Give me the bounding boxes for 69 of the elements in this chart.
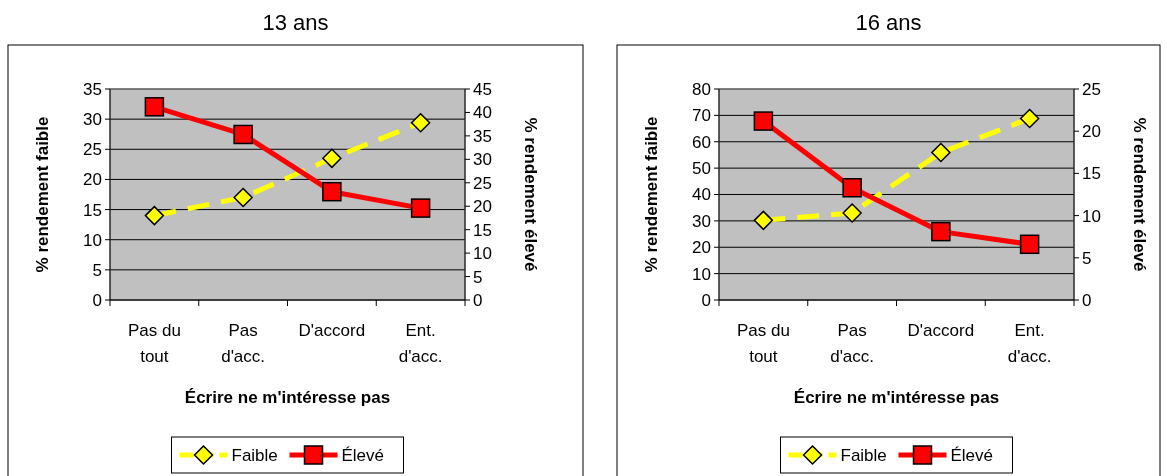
y-tick-label: 80 xyxy=(692,79,711,99)
point xyxy=(144,205,165,226)
y-tick-label: 30 xyxy=(83,110,102,130)
y2-tick-label: 0 xyxy=(473,290,483,310)
y-tick-label: 50 xyxy=(692,159,711,179)
y-tick-label: 60 xyxy=(692,132,711,152)
y2-tick-label: 10 xyxy=(473,244,492,264)
y2-axis-title: % rendement élevé xyxy=(1130,117,1149,272)
point xyxy=(410,113,431,133)
x-tick-label: Pas d'acc. xyxy=(221,321,266,366)
y-tick-label: 25 xyxy=(83,140,102,160)
y2-tick-label: 25 xyxy=(473,173,492,193)
x-tick-label: Ent. d'acc. xyxy=(1007,321,1052,366)
point xyxy=(144,97,165,117)
y2-tick-label: 0 xyxy=(1082,290,1092,310)
y2-tick-label: 25 xyxy=(1082,79,1101,99)
x-tick-label: Ent. d'acc. xyxy=(398,321,443,366)
y2-tick-label: 20 xyxy=(473,197,492,217)
y2-tick-label: 45 xyxy=(473,79,492,99)
y-tick-label: 35 xyxy=(83,79,102,99)
y-axis-title: % rendement faible xyxy=(642,116,661,273)
legend-label: Élevé xyxy=(950,445,994,465)
legend-label: Élevé xyxy=(341,445,385,465)
x-axis-title: Écrire ne m'intéresse pas xyxy=(184,388,391,407)
y2-tick-label: 20 xyxy=(1082,122,1101,142)
chart-title: 16 ans xyxy=(855,10,922,35)
y-tick-label: 0 xyxy=(92,290,102,310)
y-tick-label: 20 xyxy=(83,170,102,190)
point xyxy=(931,221,951,242)
y2-tick-label: 15 xyxy=(473,220,492,240)
point xyxy=(753,111,774,131)
point xyxy=(1019,234,1040,255)
y-tick-label: 40 xyxy=(692,185,711,205)
point xyxy=(842,178,862,198)
point xyxy=(410,198,431,218)
y-tick-label: 20 xyxy=(692,238,711,258)
x-tick-label: Pas d'acc. xyxy=(830,321,875,366)
y2-axis-title: % rendement élevé xyxy=(521,117,540,272)
point xyxy=(233,187,253,208)
x-tick-label: D'accord xyxy=(298,321,366,340)
y2-tick-label: 10 xyxy=(1082,206,1101,226)
y2-tick-label: 5 xyxy=(473,267,483,287)
point xyxy=(322,148,342,169)
point xyxy=(322,181,342,202)
y2-tick-label: 5 xyxy=(1082,248,1092,268)
x-tick-label: D'accord xyxy=(907,321,975,340)
y-tick-label: 30 xyxy=(692,211,711,231)
y-tick-label: 10 xyxy=(692,264,711,284)
point xyxy=(1019,108,1040,129)
chart-title: 13 ans xyxy=(262,10,329,35)
y-tick-label: 5 xyxy=(92,260,102,280)
x-axis-title: Écrire ne m'intéresse pas xyxy=(793,388,1000,407)
x-tick-label: Pas du tout xyxy=(127,321,181,366)
y-axis-title: % rendement faible xyxy=(33,116,52,273)
y-tick-label: 15 xyxy=(83,200,102,220)
point xyxy=(931,142,951,163)
legend-label: Faible xyxy=(840,445,887,465)
y2-tick-label: 40 xyxy=(473,103,492,123)
y2-tick-label: 15 xyxy=(1082,164,1101,184)
legend-label: Faible xyxy=(231,445,278,465)
y-tick-label: 10 xyxy=(83,230,102,250)
x-tick-label: Pas du tout xyxy=(736,321,790,366)
y-tick-label: 70 xyxy=(692,106,711,126)
point xyxy=(842,203,862,223)
point xyxy=(753,210,774,231)
y-tick-label: 0 xyxy=(701,290,711,310)
y2-tick-label: 30 xyxy=(473,150,492,170)
point xyxy=(233,124,253,145)
y2-tick-label: 35 xyxy=(473,126,492,146)
